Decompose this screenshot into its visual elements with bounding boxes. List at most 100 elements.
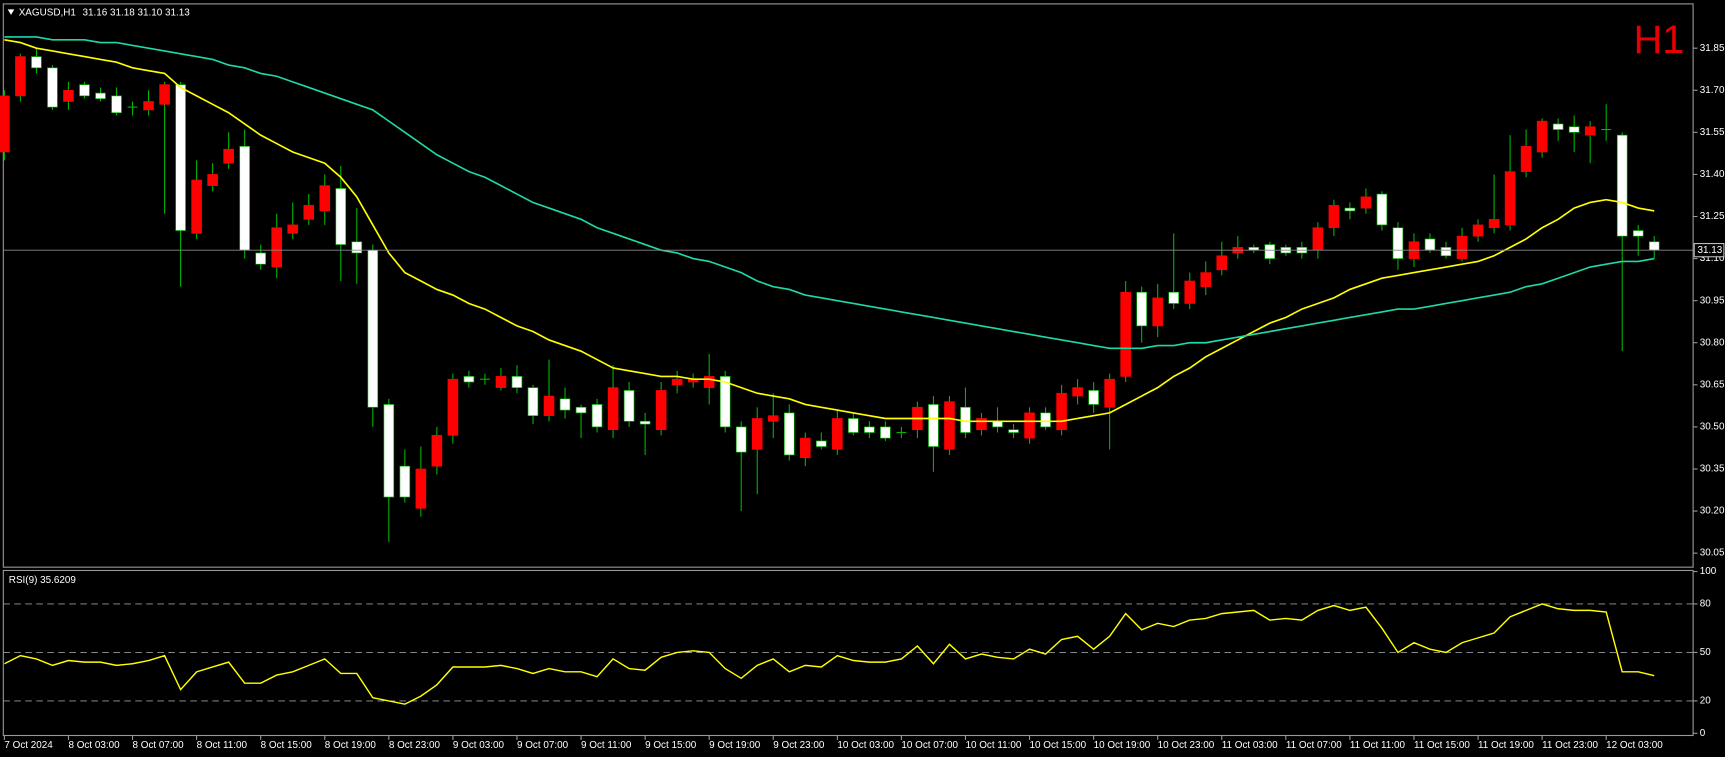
y-tick-label: 30.05 <box>1700 548 1725 559</box>
x-tick-label: 10 Oct 11:00 <box>965 740 1021 751</box>
candle-body <box>271 227 282 268</box>
candle-body <box>495 376 507 388</box>
candle-body <box>1536 120 1548 153</box>
candle-body <box>47 67 58 108</box>
candle-body <box>1312 227 1324 251</box>
candle-body <box>639 420 651 425</box>
candle-body <box>607 387 619 431</box>
x-tick-label: 7 Oct 2024 <box>4 740 53 751</box>
candle-body <box>767 415 779 422</box>
candle-body <box>1552 123 1564 130</box>
x-tick-label: 11 Oct 19:00 <box>1478 740 1534 751</box>
candle-body <box>1264 244 1276 259</box>
y-tick-label: 31.85 <box>1700 43 1725 54</box>
x-tick-label: 9 Oct 15:00 <box>645 740 697 751</box>
candle-body <box>207 174 218 186</box>
candle-body <box>1360 196 1372 209</box>
candle-body <box>383 404 395 498</box>
candle-body <box>543 395 555 417</box>
x-tick-label: 10 Oct 19:00 <box>1094 740 1151 751</box>
ohlc: 31.16 31.18 31.10 31.13 <box>82 7 190 18</box>
y-tick-label: 30.95 <box>1700 295 1725 306</box>
candle-body <box>351 241 363 254</box>
y-tick-label: 30.35 <box>1700 464 1725 475</box>
y-tick-label: 30.65 <box>1700 379 1725 390</box>
x-tick-label: 8 Oct 07:00 <box>133 740 185 751</box>
candle-body <box>1648 241 1660 251</box>
candle-body <box>1344 207 1356 212</box>
x-tick-label: 10 Oct 15:00 <box>1030 740 1087 751</box>
candle-body <box>1584 126 1596 136</box>
candle-body <box>671 378 683 386</box>
candle-body <box>735 426 747 453</box>
x-tick-label: 8 Oct 19:00 <box>325 740 377 751</box>
y-tick-label: 31.70 <box>1700 85 1725 96</box>
candle-body <box>1184 280 1196 304</box>
candle-body <box>1472 224 1484 237</box>
candle-body <box>864 426 875 433</box>
candle-body <box>1392 227 1404 259</box>
candle-body <box>1376 193 1388 226</box>
candle-body <box>143 101 154 111</box>
x-tick-label: 11 Oct 15:00 <box>1414 740 1470 751</box>
candle-body <box>415 468 427 509</box>
candle-body <box>1152 297 1163 327</box>
candle-body <box>431 434 443 467</box>
candle-body <box>559 398 571 411</box>
candle-body <box>719 376 731 428</box>
candle-body <box>1520 146 1532 172</box>
candle-body <box>255 252 266 265</box>
candle-body <box>1328 204 1340 229</box>
rsi-title: RSI(9) 35.6209 <box>9 575 77 586</box>
y-tick-label: 20 <box>1700 696 1712 707</box>
x-tick-label: 11 Oct 03:00 <box>1222 740 1278 751</box>
candle-body <box>1024 412 1035 439</box>
symbol: XAGUSD,H1 <box>19 7 77 18</box>
candle-body <box>511 376 523 388</box>
candle-body <box>1440 247 1452 257</box>
candle-body <box>623 390 635 422</box>
x-tick-label: 11 Oct 07:00 <box>1286 740 1342 751</box>
candle-body <box>800 437 811 459</box>
x-tick-label: 9 Oct 23:00 <box>773 740 825 751</box>
candle-body <box>223 148 234 164</box>
candle-body <box>159 84 170 105</box>
y-tick-label: 100 <box>1700 566 1717 577</box>
candle-body <box>928 404 939 447</box>
y-tick-label: 50 <box>1700 647 1712 658</box>
candle-body <box>992 420 1003 428</box>
candle-body <box>319 185 331 212</box>
candle-body <box>832 418 843 450</box>
y-tick-label: 30.20 <box>1700 506 1725 517</box>
candle-body <box>575 406 587 414</box>
candle-body <box>1216 255 1228 271</box>
x-tick-label: 10 Oct 03:00 <box>837 740 894 751</box>
candle-body <box>848 418 859 433</box>
candle-body <box>79 84 90 97</box>
menu-arrow[interactable] <box>7 9 15 15</box>
x-tick-label: 11 Oct 23:00 <box>1542 740 1598 751</box>
candle-body <box>751 418 763 450</box>
x-tick-label: 10 Oct 07:00 <box>901 740 958 751</box>
x-tick-label: 9 Oct 03:00 <box>453 740 505 751</box>
candle-body <box>95 92 106 100</box>
candle-body <box>1568 126 1580 133</box>
y-tick-label: 31.55 <box>1700 127 1725 138</box>
candle-body <box>1488 218 1500 229</box>
candle-body <box>1424 238 1436 251</box>
candle-body <box>783 412 795 456</box>
candle-body <box>303 204 315 220</box>
y-tick-label: 30.50 <box>1700 422 1725 433</box>
candle-body <box>703 376 715 388</box>
x-tick-label: 8 Oct 11:00 <box>197 740 248 751</box>
candle-body <box>463 376 475 383</box>
candle-body <box>655 390 667 431</box>
x-tick-label: 9 Oct 11:00 <box>581 740 632 751</box>
candle-body <box>31 56 42 69</box>
candle-body <box>1056 392 1067 431</box>
candle-body <box>880 426 891 439</box>
candle-body <box>15 56 26 97</box>
